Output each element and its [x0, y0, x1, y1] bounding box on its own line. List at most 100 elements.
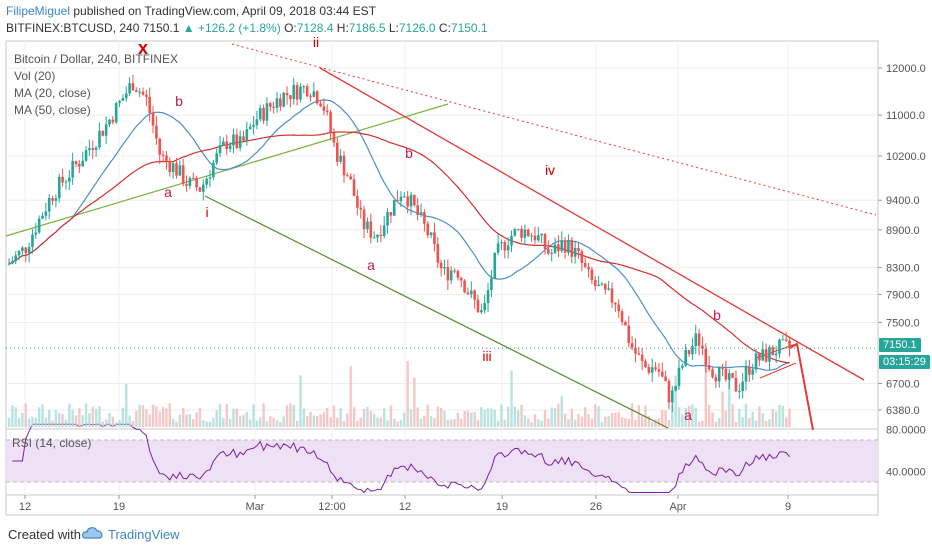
trendline-layer[interactable] — [5, 43, 877, 431]
candle-body[interactable] — [490, 278, 493, 291]
candle-body[interactable] — [671, 390, 674, 403]
candle-body[interactable] — [188, 178, 192, 186]
candle-body[interactable] — [396, 199, 399, 202]
candle-body[interactable] — [111, 119, 115, 123]
candle-body[interactable] — [322, 106, 326, 111]
candle-body[interactable] — [272, 106, 275, 108]
candle-body[interactable] — [145, 94, 148, 97]
candle-body[interactable] — [406, 196, 409, 207]
candle-body[interactable] — [7, 263, 11, 265]
candle-body[interactable] — [215, 153, 218, 163]
candle-body[interactable] — [533, 235, 537, 241]
candle-body[interactable] — [91, 148, 95, 150]
candle-body[interactable] — [771, 347, 775, 356]
price-axis[interactable]: 12000.0 11000.0 10200.0 9400.0 8900.0 8300.0 7… — [878, 63, 926, 479]
candle-body[interactable] — [319, 103, 322, 107]
candle-body[interactable] — [114, 103, 118, 123]
candle-body[interactable] — [352, 179, 356, 197]
candle-body[interactable] — [744, 366, 748, 382]
candle-body[interactable] — [252, 125, 255, 127]
candle-body[interactable] — [721, 367, 724, 369]
candle-body[interactable] — [483, 303, 486, 311]
candle-body[interactable] — [503, 242, 507, 251]
candle-body[interactable] — [416, 205, 419, 215]
candle-body[interactable] — [245, 129, 249, 141]
candle-body[interactable] — [413, 194, 416, 206]
candle-body[interactable] — [362, 209, 366, 230]
candle-body[interactable] — [135, 90, 138, 92]
candle-body[interactable] — [128, 83, 131, 94]
candle-body[interactable] — [14, 255, 17, 262]
candle-body[interactable] — [17, 250, 21, 256]
tradingview-brand-link[interactable]: TradingView — [108, 527, 180, 542]
candle-body[interactable] — [604, 283, 607, 290]
candle-body[interactable] — [61, 176, 64, 183]
candle-body[interactable] — [473, 290, 476, 300]
candle-body[interactable] — [463, 280, 466, 293]
candle-body[interactable] — [429, 232, 433, 236]
candle-body[interactable] — [774, 353, 778, 356]
candle-body[interactable] — [101, 130, 105, 136]
candle-body[interactable] — [660, 371, 664, 377]
candle-body[interactable] — [748, 366, 751, 375]
candle-body[interactable] — [346, 175, 349, 177]
green-channel-line[interactable] — [204, 195, 669, 429]
candle-body[interactable] — [459, 277, 463, 281]
candle-body[interactable] — [88, 148, 91, 151]
candle-body[interactable] — [466, 292, 470, 295]
candle-body[interactable] — [637, 353, 641, 355]
candle-body[interactable] — [778, 339, 781, 354]
candle-body[interactable] — [118, 100, 121, 104]
candle-body[interactable] — [81, 160, 84, 167]
candle-body[interactable] — [711, 369, 714, 378]
candle-body[interactable] — [356, 196, 359, 208]
candle-body[interactable] — [258, 107, 262, 120]
candle-body[interactable] — [657, 369, 661, 372]
candle-body[interactable] — [634, 347, 637, 354]
candle-body[interactable] — [687, 349, 691, 355]
candle-body[interactable] — [171, 163, 175, 173]
candle-body[interactable] — [158, 138, 162, 155]
candle-body[interactable] — [399, 196, 403, 202]
candle-body[interactable] — [781, 339, 785, 341]
candle-body[interactable] — [724, 368, 728, 380]
candle-body[interactable] — [275, 98, 279, 108]
candle-body[interactable] — [299, 86, 302, 100]
candle-body[interactable] — [403, 196, 406, 198]
candle-body[interactable] — [121, 98, 125, 101]
candle-body[interactable] — [84, 150, 88, 161]
candle-body[interactable] — [315, 91, 319, 104]
candle-body[interactable] — [382, 225, 386, 237]
candle-body[interactable] — [496, 243, 500, 253]
candle-body[interactable] — [235, 134, 239, 148]
candle-body[interactable] — [734, 377, 738, 392]
candle-body[interactable] — [617, 304, 620, 312]
time-axis[interactable]: 12 19 Mar 12:00 12 19 26 Apr 9 — [19, 495, 791, 513]
candle-body[interactable] — [557, 244, 560, 252]
candle-body[interactable] — [181, 165, 185, 185]
candle-body[interactable] — [195, 178, 198, 188]
candle-body[interactable] — [339, 155, 342, 162]
candle-body[interactable] — [248, 126, 252, 130]
candle-body[interactable] — [677, 367, 681, 387]
candle-body[interactable] — [423, 212, 426, 224]
candle-body[interactable] — [470, 290, 473, 295]
candle-body[interactable] — [627, 325, 631, 344]
candle-body[interactable] — [560, 240, 564, 252]
candle-body[interactable] — [543, 234, 547, 250]
candle-body[interactable] — [41, 215, 44, 219]
candle-body[interactable] — [738, 391, 741, 393]
candle-body[interactable] — [191, 178, 195, 180]
candle-body[interactable] — [570, 239, 574, 257]
candle-body[interactable] — [279, 98, 282, 107]
candle-body[interactable] — [449, 270, 453, 281]
candle-body[interactable] — [761, 349, 765, 361]
candle-body[interactable] — [98, 130, 101, 148]
candle-body[interactable] — [510, 235, 513, 246]
candle-body[interactable] — [54, 198, 58, 201]
candle-body[interactable] — [51, 197, 54, 201]
candle-body[interactable] — [21, 247, 24, 251]
candle-body[interactable] — [155, 125, 158, 139]
candle-body[interactable] — [332, 132, 336, 143]
author-name[interactable]: FilipeMiguel — [6, 4, 71, 18]
